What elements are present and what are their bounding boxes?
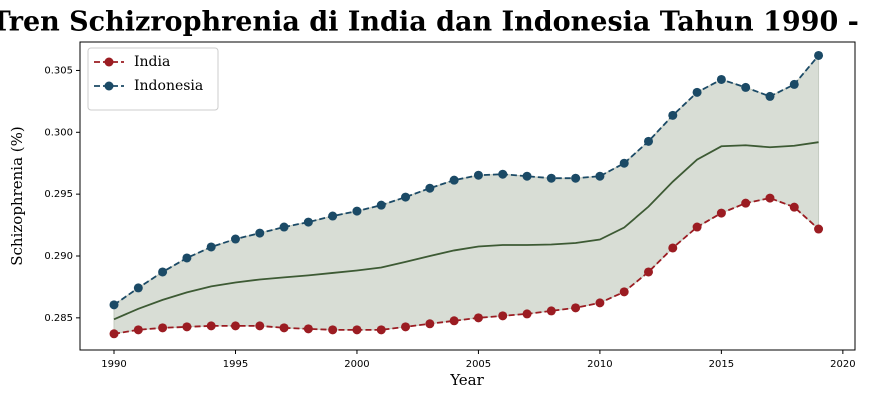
point	[668, 110, 678, 120]
y-tick-label: 0.295	[44, 189, 73, 200]
point	[643, 267, 653, 277]
point	[643, 136, 653, 146]
point	[230, 234, 240, 244]
y-tick-label: 0.300	[44, 127, 73, 138]
point	[449, 316, 459, 326]
point	[619, 287, 629, 297]
x-tick-label: 1995	[223, 359, 248, 370]
point	[279, 222, 289, 232]
series-line	[113, 54, 820, 306]
point	[182, 253, 192, 263]
point	[522, 171, 532, 181]
legend-box	[87, 47, 219, 111]
point	[571, 303, 581, 313]
point	[692, 222, 702, 232]
point	[255, 321, 265, 331]
point	[109, 329, 119, 339]
point	[206, 321, 216, 331]
point	[401, 322, 411, 332]
point	[814, 224, 824, 234]
point	[230, 321, 240, 331]
point	[498, 311, 508, 321]
x-tick-label: 2000	[344, 359, 369, 370]
y-axis-label: Schizophrenia (%)	[8, 126, 26, 266]
point	[595, 298, 605, 308]
point	[425, 319, 435, 329]
axes-frame	[79, 41, 856, 351]
x-tick-label: 1990	[101, 359, 126, 370]
point	[789, 202, 799, 212]
point	[522, 309, 532, 319]
x-tick-label: 2020	[830, 359, 855, 370]
point	[206, 242, 216, 252]
point	[741, 198, 751, 208]
point	[376, 325, 386, 335]
point	[158, 323, 168, 333]
x-axis-label: Year	[449, 371, 484, 389]
point	[133, 283, 143, 293]
legend-marker	[104, 57, 114, 67]
point	[303, 217, 313, 227]
point	[546, 306, 556, 316]
point	[109, 300, 119, 310]
legend-marker	[104, 81, 114, 91]
x-tick-label: 2015	[709, 359, 734, 370]
point	[741, 82, 751, 92]
point	[473, 170, 483, 180]
point	[279, 323, 289, 333]
point	[352, 325, 362, 335]
y-tick-label: 0.305	[44, 65, 73, 76]
point	[595, 171, 605, 181]
point	[328, 325, 338, 335]
point	[352, 206, 362, 216]
point	[473, 313, 483, 323]
point	[668, 243, 678, 253]
point	[765, 193, 775, 203]
point	[692, 87, 702, 97]
point	[158, 267, 168, 277]
point	[376, 200, 386, 210]
point	[255, 228, 265, 238]
point	[182, 322, 192, 332]
point	[571, 173, 581, 183]
chart-title: Tren Schizrophrenia di India dan Indones…	[0, 7, 869, 38]
point	[789, 79, 799, 89]
point	[716, 74, 726, 84]
x-tick-label: 2005	[466, 359, 491, 370]
point	[716, 208, 726, 218]
point	[619, 158, 629, 168]
center-line	[113, 141, 819, 321]
y-tick-label: 0.290	[44, 251, 73, 262]
point	[814, 50, 824, 60]
point	[546, 173, 556, 183]
x-tick-label: 2010	[587, 359, 612, 370]
point	[401, 192, 411, 202]
legend-label: India	[134, 54, 170, 70]
y-tick-label: 0.285	[44, 313, 73, 324]
point	[328, 211, 338, 221]
point	[133, 325, 143, 335]
point	[765, 91, 775, 101]
point	[425, 183, 435, 193]
point	[303, 324, 313, 334]
point	[449, 175, 459, 185]
point	[498, 169, 508, 179]
legend-label: Indonesia	[134, 78, 203, 94]
